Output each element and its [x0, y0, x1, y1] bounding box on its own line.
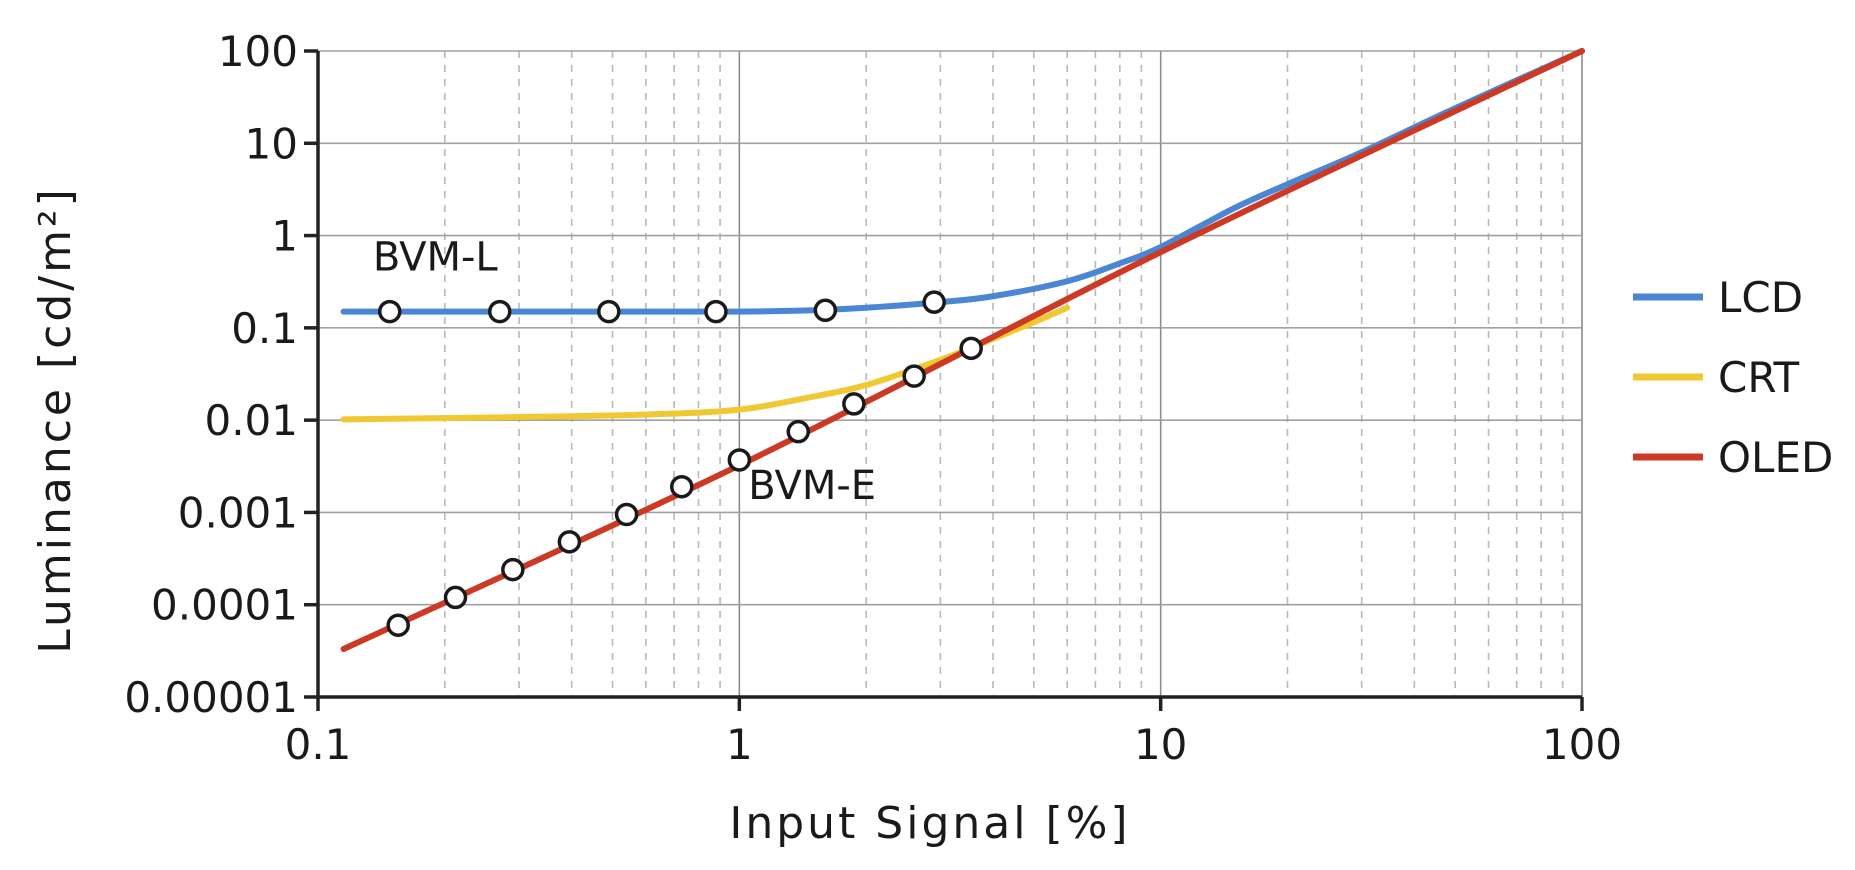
x-tick-label: 1	[726, 720, 753, 769]
annotation-bvm-e: BVM-E	[748, 463, 876, 509]
marker-bvm-e	[842, 392, 866, 416]
marker-bvm-e	[501, 557, 525, 582]
marker-bvm-e	[727, 448, 752, 472]
x-axis-label: Input Signal [%]	[729, 798, 1130, 849]
marker-bvm-e	[669, 474, 694, 499]
y-tick-label: 0.001	[178, 488, 298, 537]
y-tick-label: 0.1	[231, 304, 298, 353]
marker-bvm-e	[557, 530, 582, 554]
legend-label-oled: OLED	[1718, 433, 1833, 482]
y-tick-label: 0.01	[204, 396, 298, 445]
legend-label-crt: CRT	[1718, 353, 1799, 402]
y-tick-label: 0.0001	[151, 581, 298, 630]
y-tick-label: 10	[245, 119, 298, 168]
y-axis-label: Luminance [cd/m²]	[30, 186, 81, 653]
axes	[304, 49, 1584, 711]
y-tick-label: 0.00001	[124, 673, 298, 722]
series-line-crt	[340, 304, 1071, 423]
grid	[317, 50, 1583, 698]
x-tick-label: 0.1	[285, 720, 352, 769]
legend-label-lcd: LCD	[1718, 273, 1803, 322]
marker-bvm-l	[922, 290, 946, 314]
y-tick-label: 1	[271, 212, 298, 261]
marker-bvm-e	[786, 419, 811, 444]
data-markers	[377, 290, 983, 637]
marker-bvm-l	[487, 299, 512, 324]
marker-bvm-e	[386, 613, 410, 637]
marker-bvm-e	[443, 585, 468, 610]
series-line-lcd	[340, 48, 1585, 315]
marker-bvm-e	[959, 336, 983, 361]
marker-bvm-e	[902, 364, 926, 388]
marker-bvm-l	[813, 298, 838, 323]
tick-labels: 0.00001 0.0001 0.001 0.01 0.1 1 10 100 0.1 1 10 100	[124, 27, 1622, 769]
marker-bvm-e	[614, 502, 639, 527]
annotations: BVM-L BVM-E	[373, 234, 876, 509]
legend: LCD CRT OLED	[1633, 273, 1833, 482]
annotation-bvm-l: BVM-L	[373, 234, 499, 280]
marker-bvm-l	[377, 299, 402, 324]
marker-bvm-l	[704, 299, 728, 324]
y-tick-label: 100	[218, 27, 298, 76]
x-tick-label: 100	[1542, 720, 1622, 769]
marker-bvm-l	[597, 299, 621, 324]
x-tick-label: 10	[1134, 720, 1187, 769]
